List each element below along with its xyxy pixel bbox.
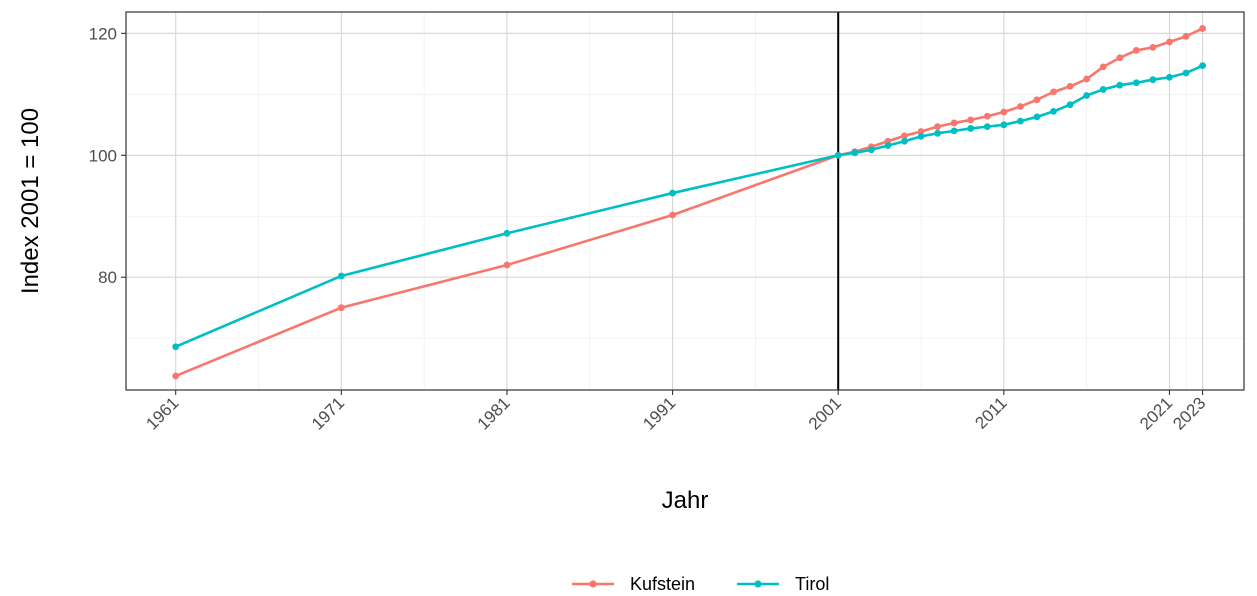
legend-item-tirol: Tirol xyxy=(737,574,829,594)
data-point-tirol xyxy=(503,229,511,237)
y-tick-label: 80 xyxy=(98,268,117,287)
data-point-kufstein xyxy=(1199,25,1206,32)
data-point-kufstein xyxy=(934,123,941,131)
data-point-tirol xyxy=(1166,73,1173,81)
data-point-kufstein xyxy=(967,116,975,124)
data-point-kufstein xyxy=(337,304,345,312)
data-point-tirol xyxy=(1149,76,1157,84)
data-point-kufstein xyxy=(983,112,991,120)
series-layer xyxy=(172,25,1206,380)
data-point-kufstein xyxy=(669,211,676,219)
data-point-tirol xyxy=(1116,81,1124,89)
data-point-kufstein xyxy=(901,132,908,140)
data-point-tirol xyxy=(1083,92,1091,99)
data-point-kufstein xyxy=(1017,103,1024,110)
y-axis-title: Index 2001 = 100 xyxy=(17,108,44,294)
data-point-tirol xyxy=(884,142,892,149)
legend-label-kufstein: Kufstein xyxy=(630,574,695,594)
data-point-kufstein xyxy=(1066,82,1074,90)
data-point-tirol xyxy=(834,151,842,159)
data-point-tirol xyxy=(934,129,941,137)
data-point-tirol xyxy=(1050,107,1057,115)
data-point-tirol xyxy=(983,123,991,131)
data-point-kufstein xyxy=(1166,38,1173,46)
data-point-kufstein xyxy=(1000,108,1008,116)
data-point-kufstein xyxy=(950,119,958,127)
data-point-tirol xyxy=(1099,86,1107,93)
data-point-tirol xyxy=(172,343,180,351)
data-point-kufstein xyxy=(1116,54,1124,62)
data-point-kufstein xyxy=(1099,63,1107,71)
x-axis-title: Jahr xyxy=(662,487,709,514)
panel-border xyxy=(125,11,1245,391)
data-point-tirol xyxy=(1199,62,1206,70)
data-point-tirol xyxy=(1033,113,1041,121)
data-point-tirol xyxy=(1182,69,1190,77)
data-point-tirol xyxy=(337,272,345,280)
y-tick-label: 100 xyxy=(89,146,117,165)
data-point-tirol xyxy=(917,132,925,140)
y-tick-label: 120 xyxy=(89,24,117,43)
data-point-tirol xyxy=(1066,101,1074,109)
data-point-tirol xyxy=(950,127,958,135)
data-point-tirol xyxy=(1000,121,1008,129)
series-tirol xyxy=(172,62,1206,351)
grid xyxy=(126,12,1244,390)
data-point-kufstein xyxy=(1083,75,1091,83)
legend-key-point-tirol xyxy=(754,580,762,588)
legend-label-tirol: Tirol xyxy=(795,574,829,594)
data-point-tirol xyxy=(1017,117,1024,125)
data-point-tirol xyxy=(1132,79,1140,87)
data-point-kufstein xyxy=(503,261,511,269)
data-point-kufstein xyxy=(1033,96,1041,104)
data-point-tirol xyxy=(669,189,676,197)
data-point-tirol xyxy=(967,125,975,132)
data-point-tirol xyxy=(851,149,859,157)
legend-key-point-kufstein xyxy=(589,580,597,588)
legend-item-kufstein: Kufstein xyxy=(572,574,695,594)
data-point-kufstein xyxy=(1132,47,1140,54)
data-point-kufstein xyxy=(172,372,180,380)
data-point-tirol xyxy=(901,137,908,145)
data-point-tirol xyxy=(867,146,875,154)
data-point-kufstein xyxy=(917,128,925,135)
data-point-kufstein xyxy=(1050,88,1057,96)
data-point-kufstein xyxy=(1149,43,1157,51)
data-point-kufstein xyxy=(1182,32,1190,40)
legend: Kufstein Tirol xyxy=(572,574,829,594)
